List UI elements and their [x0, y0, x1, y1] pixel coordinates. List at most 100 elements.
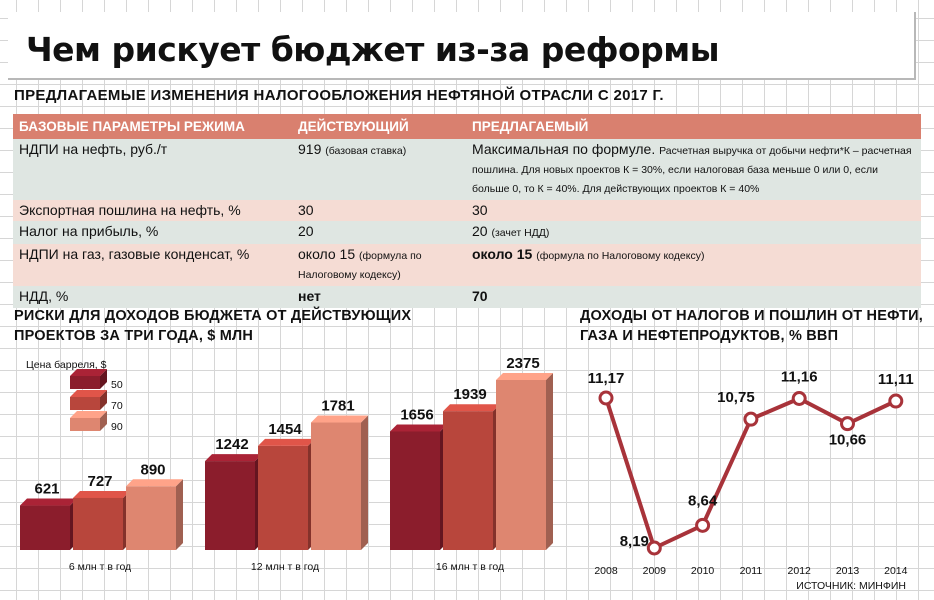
proposed-value: около 15 [472, 246, 533, 262]
table-row: НДПИ на газ, газовые конденсат, % около … [13, 244, 921, 286]
current-value: 20 [298, 223, 314, 239]
proposed-cell: около 15 (формула по Налоговому кодексу) [466, 244, 921, 286]
current-cell: около 15 (формула по Налоговому кодексу) [292, 244, 466, 286]
proposed-note: (формула по Налоговому кодексу) [536, 250, 705, 262]
proposed-cell: 30 [466, 200, 921, 221]
bar [73, 497, 123, 550]
x-tick-label: 2014 [884, 565, 908, 577]
data-point [888, 393, 904, 409]
current-value: 919 [298, 141, 322, 157]
bar-side [176, 479, 183, 550]
bar-top [205, 454, 262, 462]
proposed-cell: Максимальная по формуле. Расчетная выруч… [466, 139, 921, 200]
data-point [598, 390, 614, 406]
table-subtitle: ПРЕДЛАГАЕМЫЕ ИЗМЕНЕНИЯ НАЛОГООБЛОЖЕНИЯ Н… [14, 87, 664, 104]
bar-top [390, 424, 447, 432]
bar-top [311, 415, 368, 423]
bar-category-label: 6 млн т в год [69, 561, 131, 573]
x-tick-label: 2008 [594, 565, 618, 577]
point-value-label: 11,17 [588, 370, 625, 387]
bar-value-label: 890 [140, 461, 165, 478]
proposed-cell: 20 (зачет НДД) [466, 221, 921, 244]
legend-swatch-side [100, 390, 107, 410]
table-row: Налог на прибыль, % 20 20 (зачет НДД) [13, 221, 921, 244]
bar-top [126, 479, 183, 487]
point-value-label: 10,75 [717, 389, 755, 406]
source-note: ИСТОЧНИК: МИНФИН [796, 580, 906, 592]
proposed-note: (зачет НДД) [491, 227, 550, 239]
bar-value-label: 1781 [321, 398, 354, 415]
bar-top [20, 498, 77, 506]
legend-label: 70 [111, 400, 123, 412]
current-value: около 15 [298, 246, 356, 262]
bar [20, 505, 70, 550]
bar-top [443, 404, 500, 412]
bar [390, 431, 440, 550]
data-point [840, 416, 855, 432]
title-panel: Чем рискует бюджет из-за реформы [8, 12, 916, 80]
param-cell: НДПИ на нефть, руб./т [13, 139, 292, 200]
data-point [695, 517, 711, 533]
proposed-cell: 70 [466, 286, 921, 308]
x-tick-label: 2009 [643, 565, 667, 577]
table-row: Экспортная пошлина на нефть, % 30 30 [13, 200, 921, 221]
bar-side [546, 373, 553, 550]
legend-swatch-top [70, 411, 107, 418]
legend-swatch [70, 397, 100, 410]
legend-label: 50 [111, 379, 123, 391]
legend-swatch [70, 376, 100, 389]
point-value-label: 11,16 [781, 369, 818, 386]
bar-top [258, 438, 315, 446]
bar [443, 411, 493, 550]
legend-swatch-side [100, 411, 107, 431]
bar-side [361, 415, 368, 550]
page-title: Чем рискует бюджет из-за реформы [26, 30, 720, 69]
current-cell: 30 [292, 200, 466, 221]
bar [258, 445, 308, 550]
x-tick-label: 2011 [740, 565, 763, 577]
bar [126, 486, 176, 550]
bar-value-label: 727 [87, 473, 112, 490]
current-note: (базовая ставка) [325, 145, 407, 157]
bar-value-label: 1939 [453, 386, 486, 403]
current-value: 30 [298, 202, 314, 218]
param-cell: НДПИ на газ, газовые конденсат, % [13, 244, 292, 286]
x-tick-label: 2010 [691, 565, 715, 577]
param-cell: Экспортная пошлина на нефть, % [13, 200, 292, 221]
proposed-value: 70 [472, 288, 488, 304]
legend-swatch-top [70, 390, 107, 397]
column-header: ДЕЙСТВУЮЩИЙ [292, 114, 466, 139]
proposed-value: Максимальная по формуле. [472, 141, 656, 157]
bar [205, 461, 255, 550]
point-value-label: 11,11 [878, 371, 914, 388]
table-row: НДПИ на нефть, руб./т 919 (базовая ставк… [13, 139, 921, 200]
bar-top [496, 373, 553, 380]
line-chart-title: ДОХОДЫ ОТ НАЛОГОВ И ПОШЛИН ОТ НЕФТИ, ГАЗ… [580, 308, 923, 344]
bar-value-label: 1454 [268, 421, 302, 438]
bar-value-label: 2375 [506, 355, 539, 372]
proposed-note: Расчетная выручка от добычи нефти*К – ра… [472, 145, 912, 195]
legend-swatch-side [100, 369, 107, 389]
point-value-label: 10,66 [829, 432, 867, 449]
current-cell: 919 (базовая ставка) [292, 139, 466, 200]
param-cell: НДД, % [13, 286, 292, 308]
legend-swatch [70, 418, 100, 431]
data-point [646, 540, 662, 556]
point-value-label: 8,64 [688, 492, 718, 509]
param-cell: Налог на прибыль, % [13, 221, 292, 244]
bar-value-label: 621 [34, 481, 59, 498]
current-note: (формула по Налоговому кодексу) [298, 250, 422, 281]
legend-swatch-top [70, 369, 107, 376]
bar-chart-title: РИСКИ ДЛЯ ДОХОДОВ БЮДЖЕТА ОТ ДЕЙСТВУЮЩИХ… [14, 308, 412, 344]
tax-table: БАЗОВЫЕ ПАРАМЕТРЫ РЕЖИМА ДЕЙСТВУЮЩИЙ ПРЕ… [13, 114, 921, 308]
legend-label: 90 [111, 421, 123, 433]
current-cell: нет [292, 286, 466, 308]
bar-value-label: 1656 [400, 406, 433, 423]
table-header-row: БАЗОВЫЕ ПАРАМЕТРЫ РЕЖИМА ДЕЙСТВУЮЩИЙ ПРЕ… [13, 114, 921, 139]
point-value-label: 8,19 [620, 533, 649, 550]
bar [496, 380, 546, 550]
x-tick-label: 2013 [836, 565, 860, 577]
data-point [743, 411, 759, 427]
table-row: НДД, % нет 70 [13, 286, 921, 308]
